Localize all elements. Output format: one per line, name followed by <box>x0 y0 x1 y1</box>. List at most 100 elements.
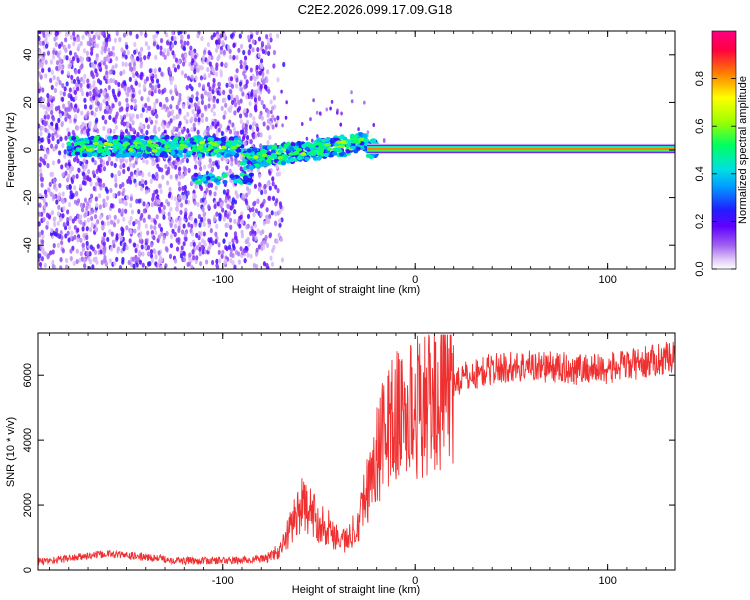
spectrogram-noise-cell <box>226 203 231 209</box>
spectrogram-noise-cell <box>252 212 256 218</box>
spectrogram-noise-cell <box>277 171 282 177</box>
spectrogram-signal-cell <box>101 151 107 157</box>
spectrogram-noise-cell <box>115 31 119 37</box>
spectrogram-noise-cell <box>160 71 164 77</box>
spectrogram-noise-cell <box>181 229 185 235</box>
spectrogram-noise-cell <box>114 63 118 69</box>
spectrogram-noise-cell <box>179 39 184 45</box>
spectrogram-noise-cell <box>219 33 223 39</box>
spectrogram-signal-core <box>151 149 158 153</box>
spectrogram-noise-cell <box>248 43 252 50</box>
spectrogram-noise-cell <box>120 83 124 89</box>
spectrogram-noise-cell <box>244 125 248 131</box>
spectrogram-noise-cell <box>207 49 211 56</box>
spectrogram-signal-cell <box>201 176 207 182</box>
spectrogram-noise-cell <box>86 201 90 207</box>
spectrogram-signal-core <box>308 144 315 149</box>
spectrogram-noise-cell <box>216 265 220 269</box>
spectrogram-noise-cell <box>251 206 255 213</box>
spectrogram-noise-cell <box>197 213 202 220</box>
spectrogram-noise-cell <box>45 220 50 226</box>
spectrogram-signal-core <box>232 139 238 144</box>
spectrogram-noise-cell <box>46 50 51 56</box>
spectrogram-noise-cell <box>152 235 156 241</box>
spectrogram-noise-cell <box>142 158 146 164</box>
spectrogram-signal-cell <box>154 152 161 157</box>
spectrogram-noise-cell <box>270 110 273 115</box>
spectrogram-noise-cell <box>200 65 204 71</box>
spectrogram-noise-cell <box>266 125 270 131</box>
spectrogram-noise-cell <box>133 49 137 55</box>
spectrogram-noise-cell <box>262 104 266 110</box>
spectrogram-noise-cell <box>318 111 322 116</box>
spectrogram-noise-cell <box>64 170 68 176</box>
spectrogram-center-line <box>367 147 675 151</box>
spectrogram-noise-cell <box>193 113 197 119</box>
spectrogram-noise-cell <box>76 57 80 64</box>
spectrogram-noise-cell <box>43 262 47 268</box>
spectrogram-noise-cell <box>217 249 221 255</box>
spectrogram-noise-cell <box>126 50 130 56</box>
spectrogram-noise-cell <box>106 195 110 201</box>
spectrogram-noise-cell <box>170 43 175 49</box>
spectrogram-ytick-label: 40 <box>22 49 34 61</box>
spectrogram-noise-cell <box>186 190 190 196</box>
spectrogram-signal-core <box>164 145 170 149</box>
spectrogram-noise-cell <box>179 209 183 215</box>
spectrogram-noise-cell <box>56 220 60 227</box>
spectrogram-signal-cell <box>258 156 265 161</box>
spectrogram-noise-cell <box>97 164 101 170</box>
spectrogram-noise-cell <box>168 111 172 117</box>
spectrogram-noise-cell <box>39 266 43 269</box>
spectrogram-signal-core <box>327 147 333 151</box>
spectrogram-noise-cell <box>212 77 216 84</box>
spectrogram-noise-cell <box>198 241 202 247</box>
spectrogram-signal-cell <box>233 153 240 158</box>
spectrogram-noise-cell <box>44 59 48 65</box>
spectrogram-noise-cell <box>86 31 90 37</box>
spectrogram-noise-cell <box>184 199 188 205</box>
spectrogram-noise-cell <box>76 158 80 164</box>
spectrogram-noise-cell <box>42 198 47 204</box>
spectrogram-noise-cell <box>66 106 71 113</box>
spectrogram-noise-cell <box>215 161 219 167</box>
spectrogram-noise-cell <box>89 96 93 102</box>
spectrogram-noise-cell <box>190 65 194 71</box>
spectrogram-ytick-label: 20 <box>22 96 34 108</box>
spectrogram-ytick-label: 0 <box>22 147 34 153</box>
spectrogram-noise-cell <box>87 169 91 175</box>
spectrogram-noise-cell <box>181 53 185 59</box>
spectrogram-noise-cell <box>107 156 111 162</box>
spectrogram-noise-cell <box>237 251 241 257</box>
spectrogram-noise-cell <box>173 35 177 42</box>
spectrogram-noise-cell <box>199 261 203 267</box>
spectrogram-signal-core <box>225 142 231 147</box>
spectrogram-noise-cell <box>268 32 273 38</box>
spectrogram-noise-cell <box>100 220 105 226</box>
spectrogram-noise-cell <box>233 209 237 215</box>
spectrogram-noise-cell <box>241 135 246 142</box>
spectrogram-noise-cell <box>278 208 282 215</box>
spectrogram-noise-cell <box>57 117 61 123</box>
spectrogram-noise-cell <box>106 220 111 226</box>
spectrogram-noise-cell <box>254 104 258 110</box>
spectrogram-noise-cell <box>363 100 366 105</box>
spectrogram-noise-cell <box>132 263 136 269</box>
spectrogram-noise-cell <box>203 73 207 79</box>
spectrogram-noise-cell <box>56 242 60 248</box>
spectrogram-noise-cell <box>137 198 141 204</box>
spectrogram-signal-cell <box>233 179 239 184</box>
spectrogram-noise-cell <box>128 238 132 244</box>
spectrogram-noise-cell <box>239 246 243 252</box>
spectrogram-noise-cell <box>43 114 47 120</box>
spectrogram-noise-cell <box>215 39 219 45</box>
spectrogram-noise-cell <box>181 103 186 110</box>
spectrogram-noise-cell <box>259 203 264 209</box>
spectrogram-noise-cell <box>73 199 78 205</box>
spectrogram-noise-cell <box>256 198 260 205</box>
spectrogram-noise-cell <box>251 126 255 132</box>
spectrogram-noise-cell <box>129 229 133 235</box>
spectrogram-noise-cell <box>119 235 123 241</box>
spectrogram-noise-cell <box>105 105 110 111</box>
spectrogram-noise-cell <box>89 244 93 250</box>
